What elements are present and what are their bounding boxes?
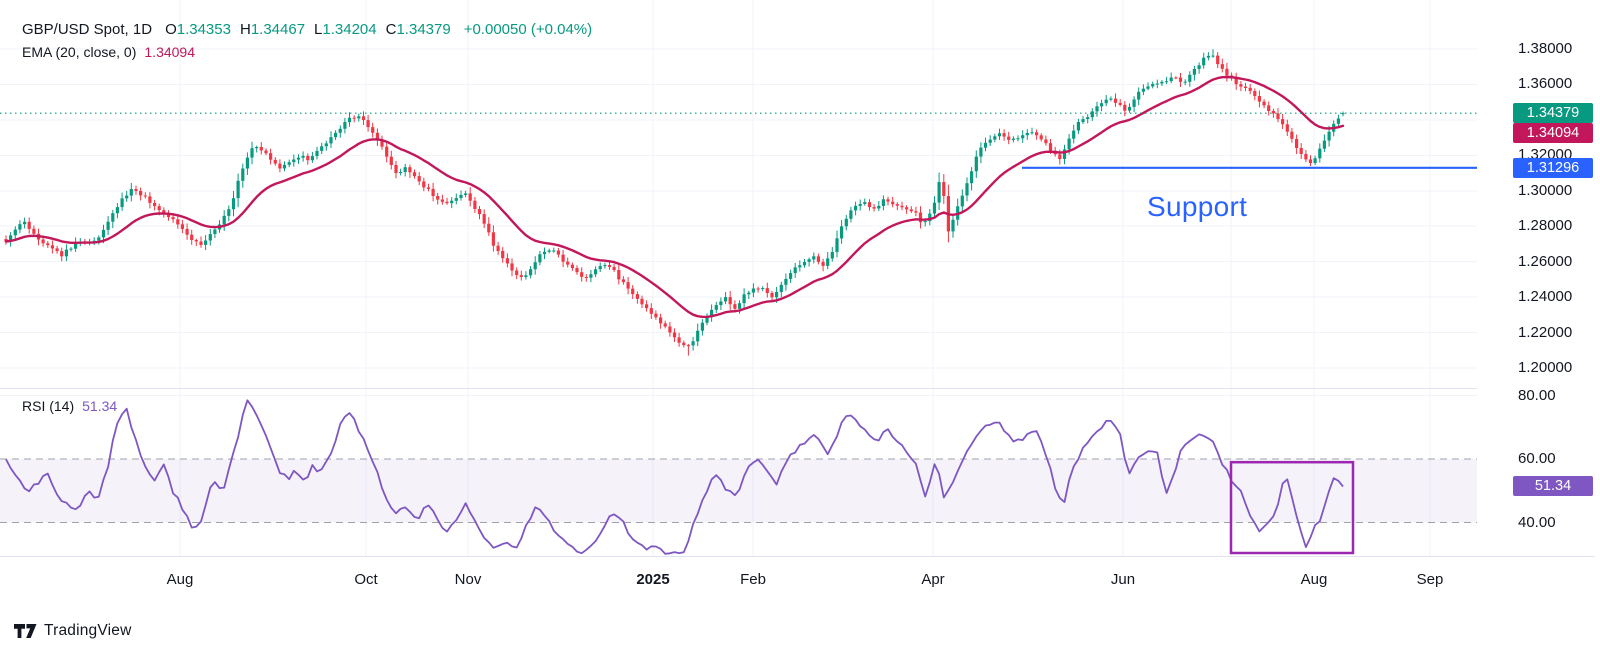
- rsi-tick-label: 40.00: [1518, 513, 1556, 531]
- low-label: L: [314, 21, 323, 38]
- rsi-value-badge: 51.34: [1513, 476, 1593, 497]
- rsi-label: RSI (14): [22, 398, 75, 414]
- price-tick-label: 1.24000: [1518, 288, 1573, 306]
- close-label: C: [385, 21, 397, 38]
- time-axis-label: Apr: [921, 571, 945, 588]
- high-label: H: [239, 21, 251, 38]
- ema-value: 1.34094: [144, 44, 195, 60]
- tradingview-brand-text: TradingView: [44, 622, 132, 639]
- rsi-highlight-box[interactable]: [1229, 460, 1355, 555]
- tradingview-logo-link[interactable]: TradingView: [14, 622, 132, 640]
- rsi-tick-label: 60.00: [1518, 450, 1556, 467]
- low-value: 1.34204: [322, 21, 377, 38]
- change-value: +0.00050 (+0.04%): [463, 21, 593, 38]
- time-axis-label: 2025: [636, 571, 670, 588]
- price-tick-label: 1.38000: [1518, 40, 1573, 57]
- time-axis-label: Oct: [354, 571, 378, 588]
- support-annotation-label[interactable]: Support: [1147, 191, 1248, 222]
- footer: TradingView: [0, 610, 1600, 652]
- rsi-legend[interactable]: RSI (14) 51.34: [22, 398, 117, 414]
- price-tick-label: 1.30000: [1518, 181, 1573, 199]
- price-tick-label: 1.28000: [1518, 217, 1573, 235]
- price-tick-label: 1.20000: [1518, 358, 1573, 376]
- chart-legend: GBP/USD Spot, 1D O1.34353 H1.34467 L1.34…: [22, 19, 592, 63]
- time-axis-label: Feb: [740, 571, 766, 588]
- ema-price-badge: 1.34094: [1513, 123, 1593, 144]
- price-tick-label: 1.22000: [1518, 323, 1573, 341]
- ema-line: [4, 75, 1345, 319]
- open-value: 1.34353: [176, 21, 231, 38]
- ema-label: EMA (20, close, 0): [22, 44, 137, 60]
- pane-divider[interactable]: [0, 388, 1595, 389]
- rsi-value: 51.34: [82, 398, 118, 414]
- rsi-tick-label: 80.00: [1518, 386, 1556, 404]
- time-scale[interactable]: Aug Oct Nov 2025 Feb Apr Jun Aug Sep: [0, 556, 1595, 611]
- ema-legend[interactable]: EMA (20, close, 0) 1.34094: [22, 42, 592, 63]
- price-scale[interactable]: 1.34379 1.34094 1.31296 51.34 1.38000 1.3…: [1477, 0, 1595, 610]
- support-price-badge: 1.31296: [1513, 157, 1593, 178]
- time-axis-label: Sep: [1416, 571, 1444, 588]
- last-price-badge: 1.34379: [1513, 103, 1593, 124]
- ohlc-values: O1.34353 H1.34467 L1.34204 C1.34379: [165, 19, 451, 40]
- price-chart-canvas[interactable]: [0, 0, 1477, 556]
- time-axis-label: Aug: [166, 571, 194, 588]
- price-tick-label: 1.26000: [1518, 252, 1573, 270]
- symbol-title[interactable]: GBP/USD Spot, 1D: [22, 21, 153, 38]
- tradingview-logo-icon: [14, 624, 37, 638]
- time-axis-label: Nov: [454, 571, 482, 588]
- time-axis-label: Aug: [1300, 571, 1328, 588]
- open-label: O: [165, 21, 177, 38]
- rsi-line: [5, 399, 1344, 555]
- high-value: 1.34467: [250, 21, 306, 38]
- price-tick-label: 1.36000: [1518, 75, 1573, 93]
- close-value: 1.34379: [396, 21, 451, 38]
- time-axis-label: Jun: [1110, 571, 1136, 588]
